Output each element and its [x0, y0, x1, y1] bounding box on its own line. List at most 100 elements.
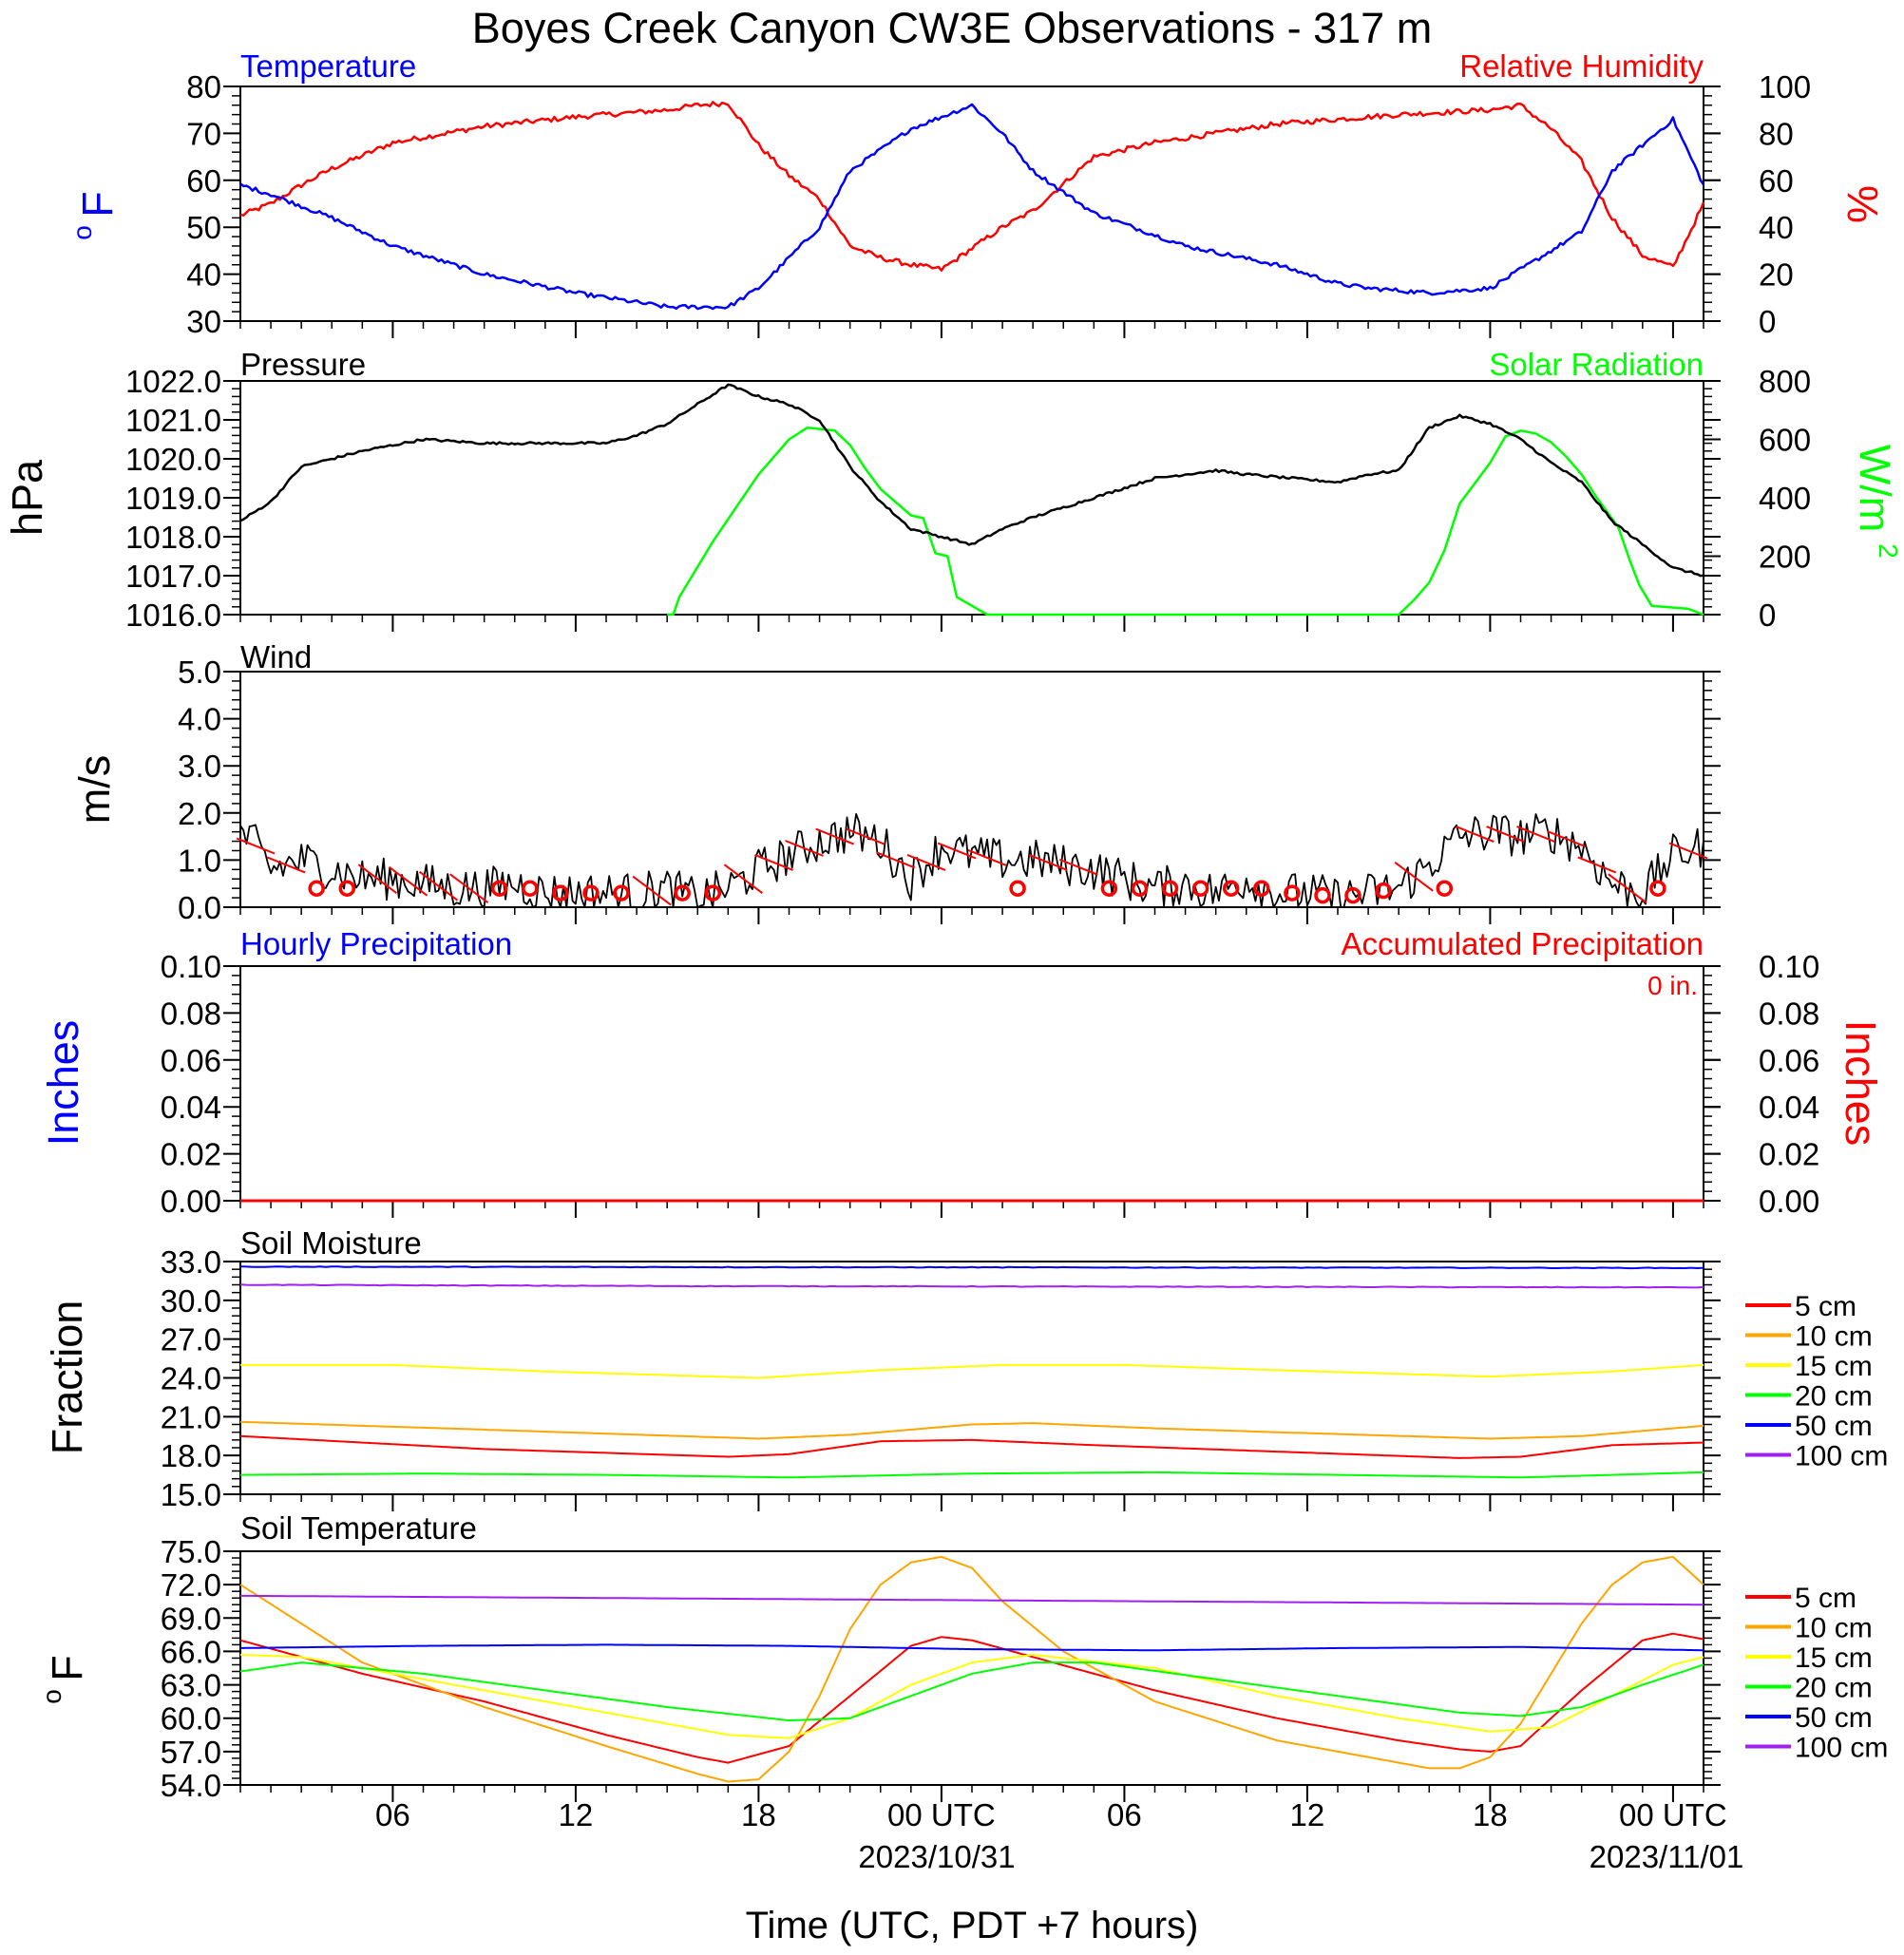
panel-pressure-solar: Pressure Solar Radiation hPa W/m 2 1022.… — [3, 347, 1903, 633]
soil-moisture-left-tick-label: 18.0 — [161, 1438, 221, 1473]
panel-wind: Wind m/s 5.0 4.0 3.0 2.0 1.0 0.0 — [70, 639, 1721, 925]
pressure-title: Pressure — [240, 347, 366, 382]
temp-rh-left-tick-label: 50 — [186, 210, 221, 245]
precip-left-axis-label: Inches — [39, 1020, 87, 1147]
temperature-axis-label-degree: o — [67, 225, 97, 240]
precip-right-tick-label: 0.08 — [1759, 996, 1819, 1031]
precip-right-tick-label: 0.04 — [1759, 1090, 1819, 1125]
precip-right-tick-label: 0.10 — [1759, 949, 1819, 984]
wind-barb — [876, 851, 916, 869]
humidity-axis-label: % — [1838, 185, 1887, 223]
wind-calm-marker — [1344, 886, 1361, 904]
soil-moisture-left-tick-label: 27.0 — [161, 1322, 221, 1357]
legend-label: 15 cm — [1795, 1351, 1873, 1382]
solar-title: Solar Radiation — [1489, 347, 1704, 382]
wind-calm-marker — [1649, 880, 1666, 897]
precip-left-tick-label: 0.06 — [161, 1043, 221, 1078]
wind-barb — [754, 853, 793, 871]
soil-line-5cm — [239, 1632, 1704, 1764]
wind-barb — [967, 848, 1007, 866]
temp-rh-left-tick-label: 80 — [186, 69, 221, 104]
temperature-line — [239, 103, 1705, 311]
wind-calm-marker — [522, 880, 539, 897]
temp-rh-right-tick-label: 80 — [1759, 116, 1794, 151]
wind-calm-marker — [308, 880, 325, 897]
precip-left-tick-label: 0.08 — [161, 996, 221, 1031]
temp-rh-right-tick-label: 0 — [1759, 304, 1776, 339]
legend-label: 15 cm — [1795, 1642, 1873, 1674]
wind-barb — [236, 837, 276, 855]
soil-temp-axis-label: F — [43, 1655, 91, 1681]
panel-precip: Hourly Precipitation Accumulated Precipi… — [39, 926, 1885, 1219]
wind-speed-line — [239, 813, 1704, 908]
accum-precip-title: Accumulated Precipitation — [1341, 926, 1704, 961]
legend-label: 10 cm — [1795, 1321, 1873, 1353]
x-tick-label: 12 — [1290, 1797, 1325, 1832]
temp-rh-right-tick-label: 100 — [1759, 69, 1811, 104]
temperature-axis-label: F — [73, 191, 122, 218]
soil-line-100cm — [239, 1283, 1704, 1289]
wind-barb — [1547, 830, 1586, 848]
soil-moisture-left-tick-label: 24.0 — [161, 1361, 221, 1396]
soil-temp-title: Soil Temperature — [240, 1510, 477, 1546]
pressure-solar-left-tick-label: 1016.0 — [125, 598, 221, 633]
pressure-solar-left-tick-label: 1019.0 — [125, 481, 221, 516]
legend-label: 5 cm — [1795, 1583, 1856, 1614]
wind-left-tick-label: 5.0 — [178, 655, 221, 690]
wind-barb — [846, 827, 885, 845]
soil-moisture-left-tick-label: 15.0 — [161, 1477, 221, 1512]
x-tick-label: 06 — [1107, 1797, 1142, 1832]
legend-label: 100 cm — [1795, 1441, 1888, 1472]
soil-line-10cm — [239, 1555, 1704, 1783]
wind-calm-marker — [1284, 884, 1301, 902]
temp-rh-left-tick-label: 70 — [186, 116, 221, 151]
wind-calm-marker — [1191, 880, 1209, 897]
wind-left-tick-label: 3.0 — [178, 749, 221, 784]
soil-moisture-axis-label: Fraction — [43, 1300, 91, 1455]
wind-calm-marker — [1375, 882, 1392, 900]
wind-barb — [449, 873, 489, 904]
x-tick-label: 18 — [741, 1797, 776, 1832]
soil-line-20cm — [240, 1471, 1704, 1479]
wind-barb — [632, 875, 672, 906]
wind-barb — [1608, 873, 1647, 904]
pressure-solar-left-tick-label: 1017.0 — [125, 559, 221, 594]
wind-calm-marker — [1131, 880, 1149, 897]
pressure-solar-left-tick-label: 1018.0 — [125, 520, 221, 555]
wind-barb — [1516, 826, 1555, 844]
wind-calm-marker — [490, 880, 508, 897]
pressure-axis-label: hPa — [3, 459, 51, 536]
precip-left-tick-label: 0.04 — [161, 1090, 221, 1125]
wind-calm-marker — [338, 880, 356, 897]
soil-temp-left-tick-label: 72.0 — [161, 1567, 221, 1603]
legend-label: 100 cm — [1795, 1733, 1888, 1764]
precip-right-tick-label: 0.00 — [1759, 1184, 1819, 1219]
soil-line-50cm — [240, 1643, 1704, 1652]
legend-label: 5 cm — [1795, 1291, 1856, 1322]
soil-line-15cm — [240, 1363, 1704, 1379]
panel-temp-rh: Temperature Relative Humidity F o % 80 70… — [67, 48, 1887, 339]
wind-left-tick-label: 4.0 — [178, 702, 221, 737]
wind-barb — [1394, 861, 1434, 892]
x-tick-label: 00 UTC — [887, 1797, 996, 1832]
temp-rh-left-tick-label: 60 — [186, 163, 221, 199]
soil-temp-left-tick-label: 54.0 — [161, 1768, 221, 1803]
wind-calm-marker — [1100, 880, 1118, 897]
x-tick-label: 18 — [1473, 1797, 1508, 1832]
pressure-solar-right-tick-label: 800 — [1759, 364, 1811, 399]
temperature-title: Temperature — [240, 48, 416, 84]
wind-calm-marker — [552, 884, 569, 902]
soil-temp-left-tick-label: 66.0 — [161, 1634, 221, 1669]
wind-calm-marker — [1222, 880, 1240, 897]
wind-barb — [723, 864, 764, 895]
wind-calm-marker — [1314, 886, 1331, 904]
legend-label: 50 cm — [1795, 1411, 1873, 1442]
x-tick-label: 06 — [375, 1797, 410, 1832]
soil-line-20cm — [239, 1661, 1704, 1722]
wind-left-tick-label: 0.0 — [178, 890, 221, 925]
soil-temp-left-tick-label: 69.0 — [161, 1601, 221, 1636]
solar-axis-label-exponent: 2 — [1874, 543, 1903, 559]
x-tick-label: 00 UTC — [1619, 1797, 1727, 1832]
wind-calm-marker — [1161, 880, 1179, 897]
